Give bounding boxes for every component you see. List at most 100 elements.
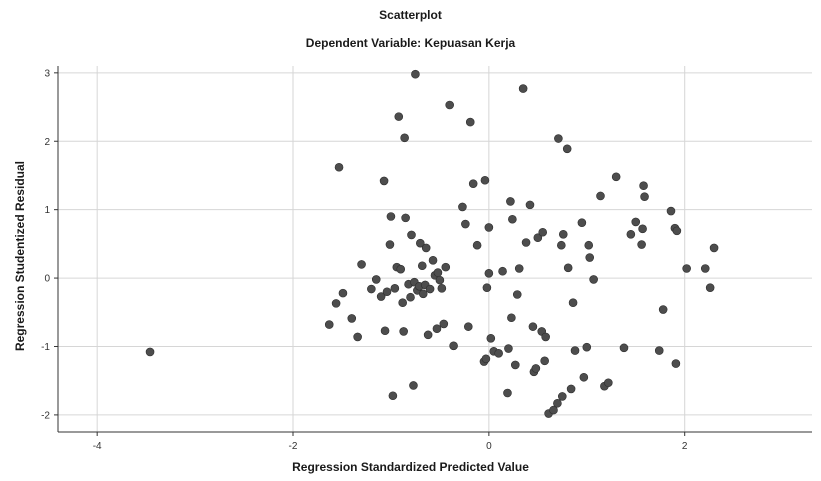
data-point: [406, 292, 415, 302]
data-point: [557, 240, 566, 250]
data-point: [399, 327, 408, 336]
data-point: [367, 284, 376, 294]
data-point: [411, 69, 420, 79]
data-point: [626, 229, 636, 239]
data-point: [554, 134, 563, 143]
data-point: [577, 218, 587, 227]
data-point: [486, 333, 496, 343]
data-point: [672, 226, 682, 236]
data-point: [421, 243, 431, 253]
data-point: [400, 133, 409, 143]
data-point: [409, 381, 418, 390]
data-point: [557, 392, 567, 401]
data-point: [353, 332, 362, 342]
x-tick-label: -4: [93, 441, 102, 452]
data-point: [357, 260, 366, 269]
data-point: [506, 197, 515, 206]
data-point: [525, 200, 535, 210]
data-point: [709, 243, 719, 253]
data-point: [510, 360, 520, 370]
data-point: [531, 364, 541, 373]
data-point: [382, 287, 392, 297]
data-point: [528, 322, 538, 331]
data-point: [324, 320, 334, 329]
data-point: [449, 341, 458, 351]
data-point: [637, 240, 646, 249]
data-point: [553, 398, 562, 408]
data-point: [566, 384, 576, 394]
data-point: [376, 292, 386, 301]
x-axis-label: Regression Standardized Predicted Value: [292, 460, 529, 474]
data-point: [484, 223, 494, 232]
data-point: [639, 181, 648, 191]
data-point: [463, 322, 473, 331]
data-point: [385, 240, 395, 249]
data-point: [705, 283, 715, 292]
data-point: [494, 349, 503, 358]
data-point: [380, 326, 390, 336]
data-point: [563, 263, 573, 273]
data-point: [514, 264, 524, 273]
data-point: [418, 289, 428, 299]
data-point: [631, 217, 641, 227]
data-point: [604, 378, 613, 388]
data-point: [521, 238, 531, 247]
data-point: [638, 224, 647, 234]
data-point: [396, 264, 406, 274]
y-tick-label: -2: [41, 410, 50, 421]
data-point: [480, 175, 490, 185]
y-tick-label: -1: [41, 342, 50, 353]
y-tick-label: 2: [44, 137, 50, 148]
data-point: [619, 343, 629, 353]
data-point: [549, 405, 558, 415]
data-point: [484, 268, 494, 278]
data-point: [482, 283, 492, 292]
data-point: [589, 275, 598, 284]
data-point: [540, 356, 549, 366]
data-point: [398, 298, 407, 308]
data-point: [458, 202, 467, 212]
data-point: [541, 332, 550, 342]
data-point: [435, 275, 445, 285]
data-point: [379, 176, 389, 186]
data-point: [461, 219, 470, 229]
data-point: [533, 233, 543, 243]
data-point: [388, 391, 398, 401]
data-point: [518, 84, 528, 93]
data-point: [682, 264, 691, 273]
data-point: [334, 162, 344, 172]
y-tick-label: 3: [44, 68, 50, 79]
data-point: [596, 191, 605, 201]
x-tick-label: 2: [682, 441, 688, 452]
chart-subtitle: Dependent Variable: Kepuasan Kerja: [305, 36, 516, 50]
data-point: [331, 299, 341, 308]
data-point: [507, 313, 516, 323]
data-point: [584, 240, 594, 250]
data-point: [640, 192, 649, 201]
data-point: [568, 298, 578, 308]
y-tick-label: 0: [44, 274, 50, 285]
data-point: [425, 284, 435, 294]
data-point: [582, 342, 592, 352]
data-point: [570, 346, 580, 355]
data-point: [465, 117, 475, 127]
data-point: [671, 359, 681, 368]
data-point: [472, 240, 482, 250]
data-point: [654, 346, 664, 355]
data-point: [468, 179, 478, 188]
y-tick-label: 1: [44, 205, 50, 216]
data-point: [407, 230, 416, 240]
data-point: [371, 275, 381, 284]
data-point: [445, 100, 454, 110]
data-point: [562, 144, 572, 154]
data-point: [439, 319, 449, 329]
plot-area: [58, 66, 812, 432]
data-point: [432, 324, 442, 333]
x-tick-label: 0: [486, 441, 492, 452]
data-point: [508, 214, 517, 224]
data-point: [386, 212, 396, 221]
data-point: [503, 388, 512, 398]
data-point: [401, 213, 410, 223]
data-point: [441, 262, 451, 272]
x-tick-label: -2: [289, 441, 298, 452]
